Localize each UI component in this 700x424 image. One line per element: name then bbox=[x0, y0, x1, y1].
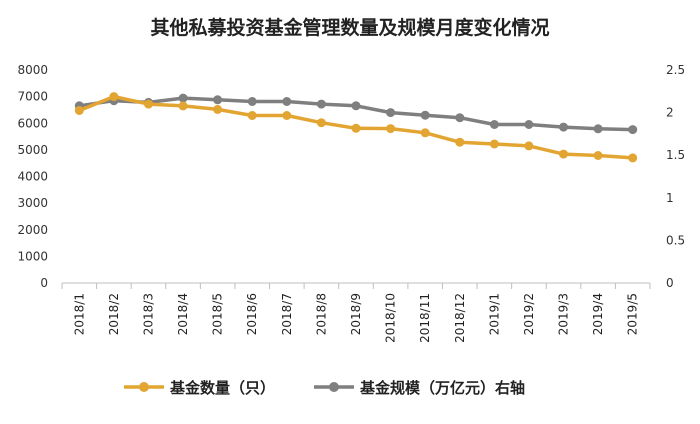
data-point-fund-count bbox=[178, 101, 188, 111]
left-axis-tick-label: 4000 bbox=[17, 170, 48, 184]
x-axis-tick-label: 2018/2 bbox=[107, 293, 121, 335]
data-point-fund-scale bbox=[351, 101, 361, 111]
legend-label-fund-scale: 基金规模（万亿元）右轴 bbox=[359, 379, 525, 397]
legend: 基金数量（只） 基金规模（万亿元）右轴 bbox=[124, 379, 525, 397]
x-axis-tick-label: 2018/7 bbox=[280, 293, 294, 335]
left-axis-tick-label: 6000 bbox=[17, 116, 48, 130]
legend-label-fund-count: 基金数量（只） bbox=[169, 379, 275, 397]
right-axis-tick-label: 2.5 bbox=[666, 63, 685, 77]
x-axis-tick-label: 2018/10 bbox=[384, 293, 398, 343]
legend-swatch-marker-fund-count bbox=[139, 382, 149, 392]
x-axis-tick-label: 2018/4 bbox=[176, 293, 190, 335]
chart-title: 其他私募投资基金管理数量及规模月度变化情况 bbox=[150, 16, 549, 39]
data-point-fund-scale bbox=[559, 122, 568, 132]
data-point-fund-scale bbox=[247, 97, 257, 106]
data-point-fund-count bbox=[455, 137, 465, 147]
data-point-fund-count bbox=[282, 111, 292, 120]
data-point-fund-scale bbox=[420, 110, 430, 120]
x-axis-tick-label: 2018/6 bbox=[245, 293, 259, 335]
right-axis-tick-label: 0 bbox=[666, 276, 674, 290]
data-point-fund-count bbox=[74, 106, 84, 115]
series-group-fund-count bbox=[74, 92, 638, 163]
data-point-fund-count bbox=[247, 111, 257, 120]
x-axis-tick-label: 2019/2 bbox=[522, 293, 536, 335]
data-point-fund-scale bbox=[524, 120, 534, 129]
x-axis-tick-label: 2019/4 bbox=[591, 293, 605, 335]
data-point-fund-scale bbox=[178, 93, 188, 103]
data-point-fund-count bbox=[213, 104, 223, 114]
data-point-fund-count bbox=[420, 128, 430, 138]
left-axis-tick-label: 8000 bbox=[17, 63, 48, 77]
data-point-fund-count bbox=[109, 92, 119, 102]
left-axis-tick-label: 3000 bbox=[17, 196, 48, 210]
data-point-fund-scale bbox=[282, 97, 292, 106]
x-axis-tick-label: 2018/9 bbox=[349, 293, 363, 335]
legend-item-fund-count: 基金数量（只） bbox=[124, 379, 275, 397]
right-axis-tick-label: 2 bbox=[666, 106, 674, 120]
legend-swatch-marker-fund-scale bbox=[329, 382, 339, 392]
legend-item-fund-scale: 基金规模（万亿元）右轴 bbox=[314, 379, 525, 397]
data-point-fund-scale bbox=[593, 124, 603, 134]
right-axis-tick-label: 0.5 bbox=[666, 233, 685, 247]
series-layer bbox=[74, 92, 638, 163]
data-point-fund-count bbox=[593, 151, 603, 160]
left-axis-tick-label: 1000 bbox=[17, 249, 48, 263]
data-point-fund-scale bbox=[455, 113, 465, 123]
data-point-fund-scale bbox=[489, 120, 499, 129]
data-point-fund-count bbox=[628, 153, 638, 163]
x-axis-tick-label: 2018/1 bbox=[72, 293, 86, 335]
left-axis: 0 1000 2000 3000 4000 5000 6000 7000 8000 bbox=[17, 63, 48, 290]
data-point-fund-scale bbox=[628, 125, 638, 135]
x-axis: 2018/1 2018/2 2018/3 2018/4 2018/5 2018/6 2018… bbox=[61, 282, 651, 343]
left-axis-tick-label: 5000 bbox=[17, 143, 48, 157]
data-point-fund-count bbox=[316, 118, 326, 128]
left-axis-tick-label: 2000 bbox=[17, 223, 48, 237]
data-point-fund-scale bbox=[316, 99, 326, 109]
x-axis-tick-label: 2019/5 bbox=[626, 293, 640, 335]
left-axis-tick-label: 7000 bbox=[17, 90, 48, 104]
data-point-fund-count bbox=[489, 139, 499, 149]
x-axis-tick-label: 2018/5 bbox=[211, 293, 225, 335]
x-axis-tick-label: 2018/3 bbox=[141, 293, 155, 335]
right-axis: 0 0.5 1 1.5 2 2.5 bbox=[666, 63, 685, 290]
x-axis-tick-label: 2018/12 bbox=[453, 293, 467, 343]
x-axis-tick-label: 2018/8 bbox=[314, 293, 328, 335]
data-point-fund-count bbox=[524, 141, 534, 151]
right-axis-tick-label: 1 bbox=[666, 191, 674, 205]
data-point-fund-count bbox=[559, 149, 568, 159]
x-axis-tick-label: 2019/3 bbox=[557, 293, 571, 335]
left-axis-tick-label: 0 bbox=[40, 276, 48, 290]
x-axis-tick-label: 2018/11 bbox=[418, 293, 432, 343]
data-point-fund-count bbox=[144, 99, 153, 109]
data-point-fund-count bbox=[386, 124, 396, 134]
x-axis-tick-label: 2019/1 bbox=[487, 293, 501, 335]
data-point-fund-scale bbox=[213, 95, 223, 105]
right-axis-tick-label: 1.5 bbox=[666, 148, 685, 162]
data-point-fund-count bbox=[351, 123, 361, 133]
data-point-fund-scale bbox=[386, 108, 396, 118]
